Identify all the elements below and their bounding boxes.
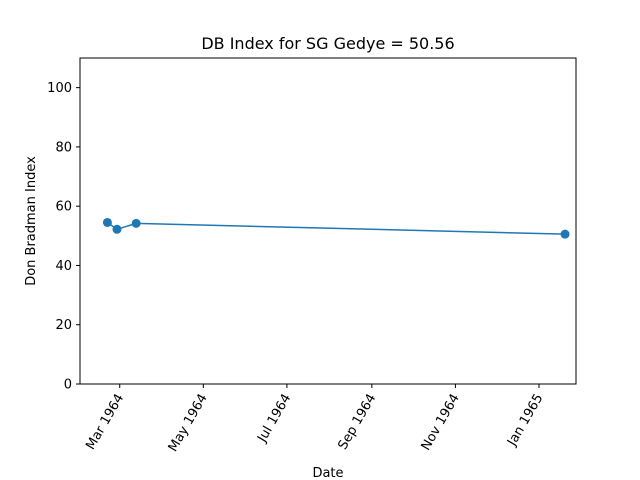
data-point [112, 224, 122, 234]
y-tick-label: 40 [55, 259, 72, 274]
y-tick-label: 60 [55, 200, 72, 215]
data-point [102, 217, 112, 227]
y-tick-label: 100 [47, 81, 72, 96]
plot-frame [79, 57, 577, 385]
y-axis: 0 20 40 60 80 100 [47, 81, 80, 393]
y-tick-label: 20 [55, 318, 72, 333]
y-axis-label: Don Bradman Index [24, 156, 39, 286]
chart-title: DB Index for SG Gedye = 50.56 [201, 34, 454, 53]
x-axis-label: Date [312, 466, 343, 480]
series-line [106, 221, 566, 235]
data-point [131, 218, 141, 228]
y-tick-label: 0 [64, 378, 72, 393]
series-layer [102, 217, 570, 239]
y-tick-label: 80 [55, 140, 72, 155]
data-point [560, 229, 570, 239]
